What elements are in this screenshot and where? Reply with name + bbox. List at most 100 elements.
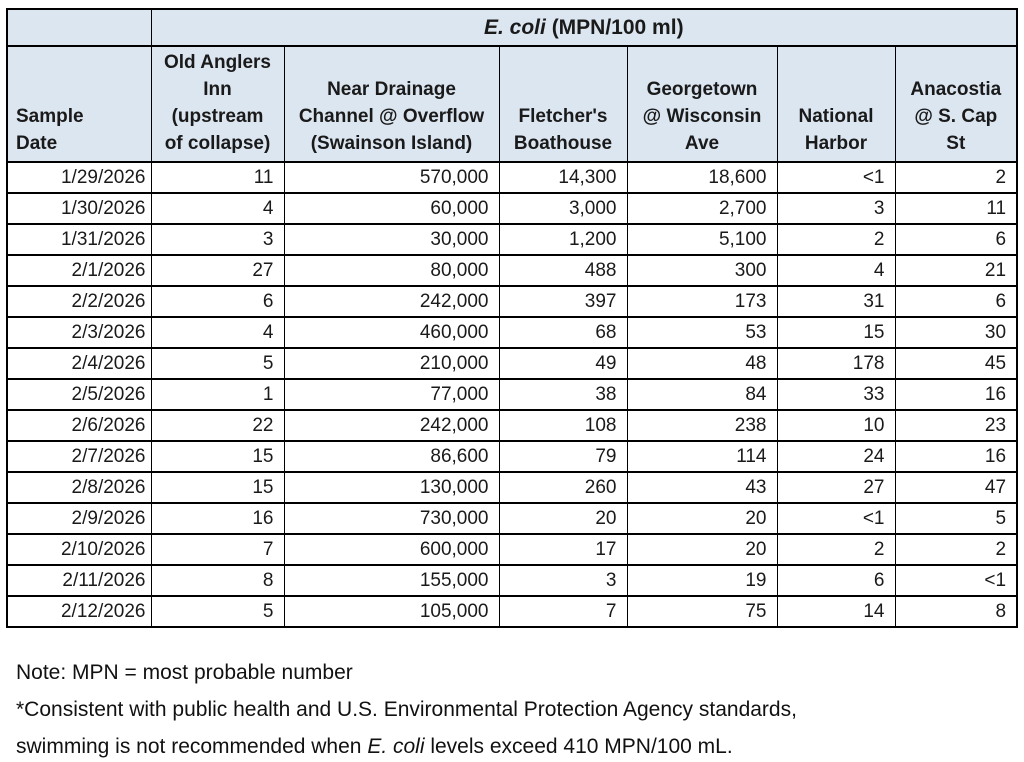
value-cell: 570,000 [283,161,500,194]
value-cell: 31 [776,285,896,318]
value-cell: 7 [150,533,285,566]
column-header-georgetown-wisconsin-ave: Georgetown @ Wisconsin Ave [626,45,778,163]
sample-date-cell: 1/29/2026 [6,161,152,194]
value-cell: 84 [626,378,778,411]
value-cell: 43 [626,471,778,504]
value-cell: 33 [776,378,896,411]
value-cell: 2 [776,533,896,566]
sample-date-cell: 2/11/2026 [6,564,152,597]
column-header-sample-date: Sample Date [6,45,152,163]
note-epa-standards-line2: swimming is not recommended when E. coli… [16,728,1018,762]
note-text-before: swimming is not recommended when [16,735,368,758]
value-cell: 80,000 [283,254,500,287]
table-row: 2/8/2026 15 130,000 260 43 27 47 [6,471,1018,504]
table-row: 1/31/2026 3 30,000 1,200 5,100 2 6 [6,223,1018,256]
value-cell: 5 [150,595,285,628]
value-cell: 300 [626,254,778,287]
column-header-anacostia-s-cap-st: Anacostia @ S. Cap St [894,45,1018,163]
value-cell: 130,000 [283,471,500,504]
value-cell: 6 [776,564,896,597]
value-cell: 3 [498,564,628,597]
table-title-row: E. coli (MPN/100 ml) [6,8,1018,47]
table-row: 2/11/2026 8 155,000 3 19 6 <1 [6,564,1018,597]
note-ecoli-italic: E. coli [367,735,425,758]
footnotes: Note: MPN = most probable number *Consis… [16,654,1018,762]
value-cell: 8 [894,595,1018,628]
value-cell: 3 [776,192,896,225]
value-cell: 15 [150,440,285,473]
value-cell: 53 [626,316,778,349]
value-cell: 49 [498,347,628,380]
table-row: 2/4/2026 5 210,000 49 48 178 45 [6,347,1018,380]
value-cell: 14 [776,595,896,628]
value-cell: 16 [150,502,285,535]
note-mpn-definition: Note: MPN = most probable number [16,661,353,684]
sample-date-cell: 1/30/2026 [6,192,152,225]
value-cell: 2 [894,161,1018,194]
value-cell: 77,000 [283,378,500,411]
table-body: 1/29/2026 11 570,000 14,300 18,600 <1 2 1/30/20… [6,161,1018,628]
value-cell: <1 [894,564,1018,597]
value-cell: <1 [776,161,896,194]
table-row: 2/7/2026 15 86,600 79 114 24 16 [6,440,1018,473]
value-cell: 178 [776,347,896,380]
value-cell: 17 [498,533,628,566]
value-cell: 14,300 [498,161,628,194]
value-cell: 47 [894,471,1018,504]
value-cell: 7 [498,595,628,628]
value-cell: 16 [894,378,1018,411]
table-row: 2/10/2026 7 600,000 17 20 2 2 [6,533,1018,566]
sample-date-cell: 2/10/2026 [6,533,152,566]
value-cell: 1,200 [498,223,628,256]
value-cell: 16 [894,440,1018,473]
value-cell: 10 [776,409,896,442]
value-cell: 488 [498,254,628,287]
value-cell: 260 [498,471,628,504]
table-row: 1/29/2026 11 570,000 14,300 18,600 <1 2 [6,161,1018,194]
value-cell: 30,000 [283,223,500,256]
table-title-italic: E. coli [484,15,546,39]
value-cell: 114 [626,440,778,473]
value-cell: 60,000 [283,192,500,225]
value-cell: 4 [776,254,896,287]
value-cell: 5 [150,347,285,380]
column-header-old-anglers-inn: Old Anglers Inn (upstream of collapse) [150,45,285,163]
value-cell: 15 [776,316,896,349]
column-header-row: Sample Date Old Anglers Inn (upstream of… [6,45,1018,163]
value-cell: 4 [150,192,285,225]
value-cell: 5,100 [626,223,778,256]
value-cell: 173 [626,285,778,318]
value-cell: 15 [150,471,285,504]
value-cell: 5 [894,502,1018,535]
ecoli-table: E. coli (MPN/100 ml) Sample Date Old Ang… [6,8,1019,628]
sample-date-cell: 2/3/2026 [6,316,152,349]
value-cell: 2 [894,533,1018,566]
table-row: 2/12/2026 5 105,000 7 75 14 8 [6,595,1018,628]
value-cell: 6 [894,285,1018,318]
value-cell: 155,000 [283,564,500,597]
value-cell: 20 [626,533,778,566]
table-row: 2/5/2026 1 77,000 38 84 33 16 [6,378,1018,411]
value-cell: 86,600 [283,440,500,473]
value-cell: 68 [498,316,628,349]
value-cell: 11 [150,161,285,194]
value-cell: 2 [776,223,896,256]
value-cell: 19 [626,564,778,597]
value-cell: 30 [894,316,1018,349]
column-header-national-harbor: National Harbor [776,45,896,163]
sample-date-cell: 2/2/2026 [6,285,152,318]
value-cell: 238 [626,409,778,442]
value-cell: 210,000 [283,347,500,380]
column-header-fletchers-boathouse: Fletcher's Boathouse [498,45,628,163]
value-cell: 2,700 [626,192,778,225]
sample-date-cell: 2/12/2026 [6,595,152,628]
sample-date-cell: 2/7/2026 [6,440,152,473]
value-cell: 105,000 [283,595,500,628]
value-cell: 79 [498,440,628,473]
value-cell: 730,000 [283,502,500,535]
value-cell: 8 [150,564,285,597]
value-cell: 6 [150,285,285,318]
value-cell: 1 [150,378,285,411]
sample-date-cell: 2/1/2026 [6,254,152,287]
column-header-near-drainage-channel: Near Drainage Channel @ Overflow (Swains… [283,45,500,163]
